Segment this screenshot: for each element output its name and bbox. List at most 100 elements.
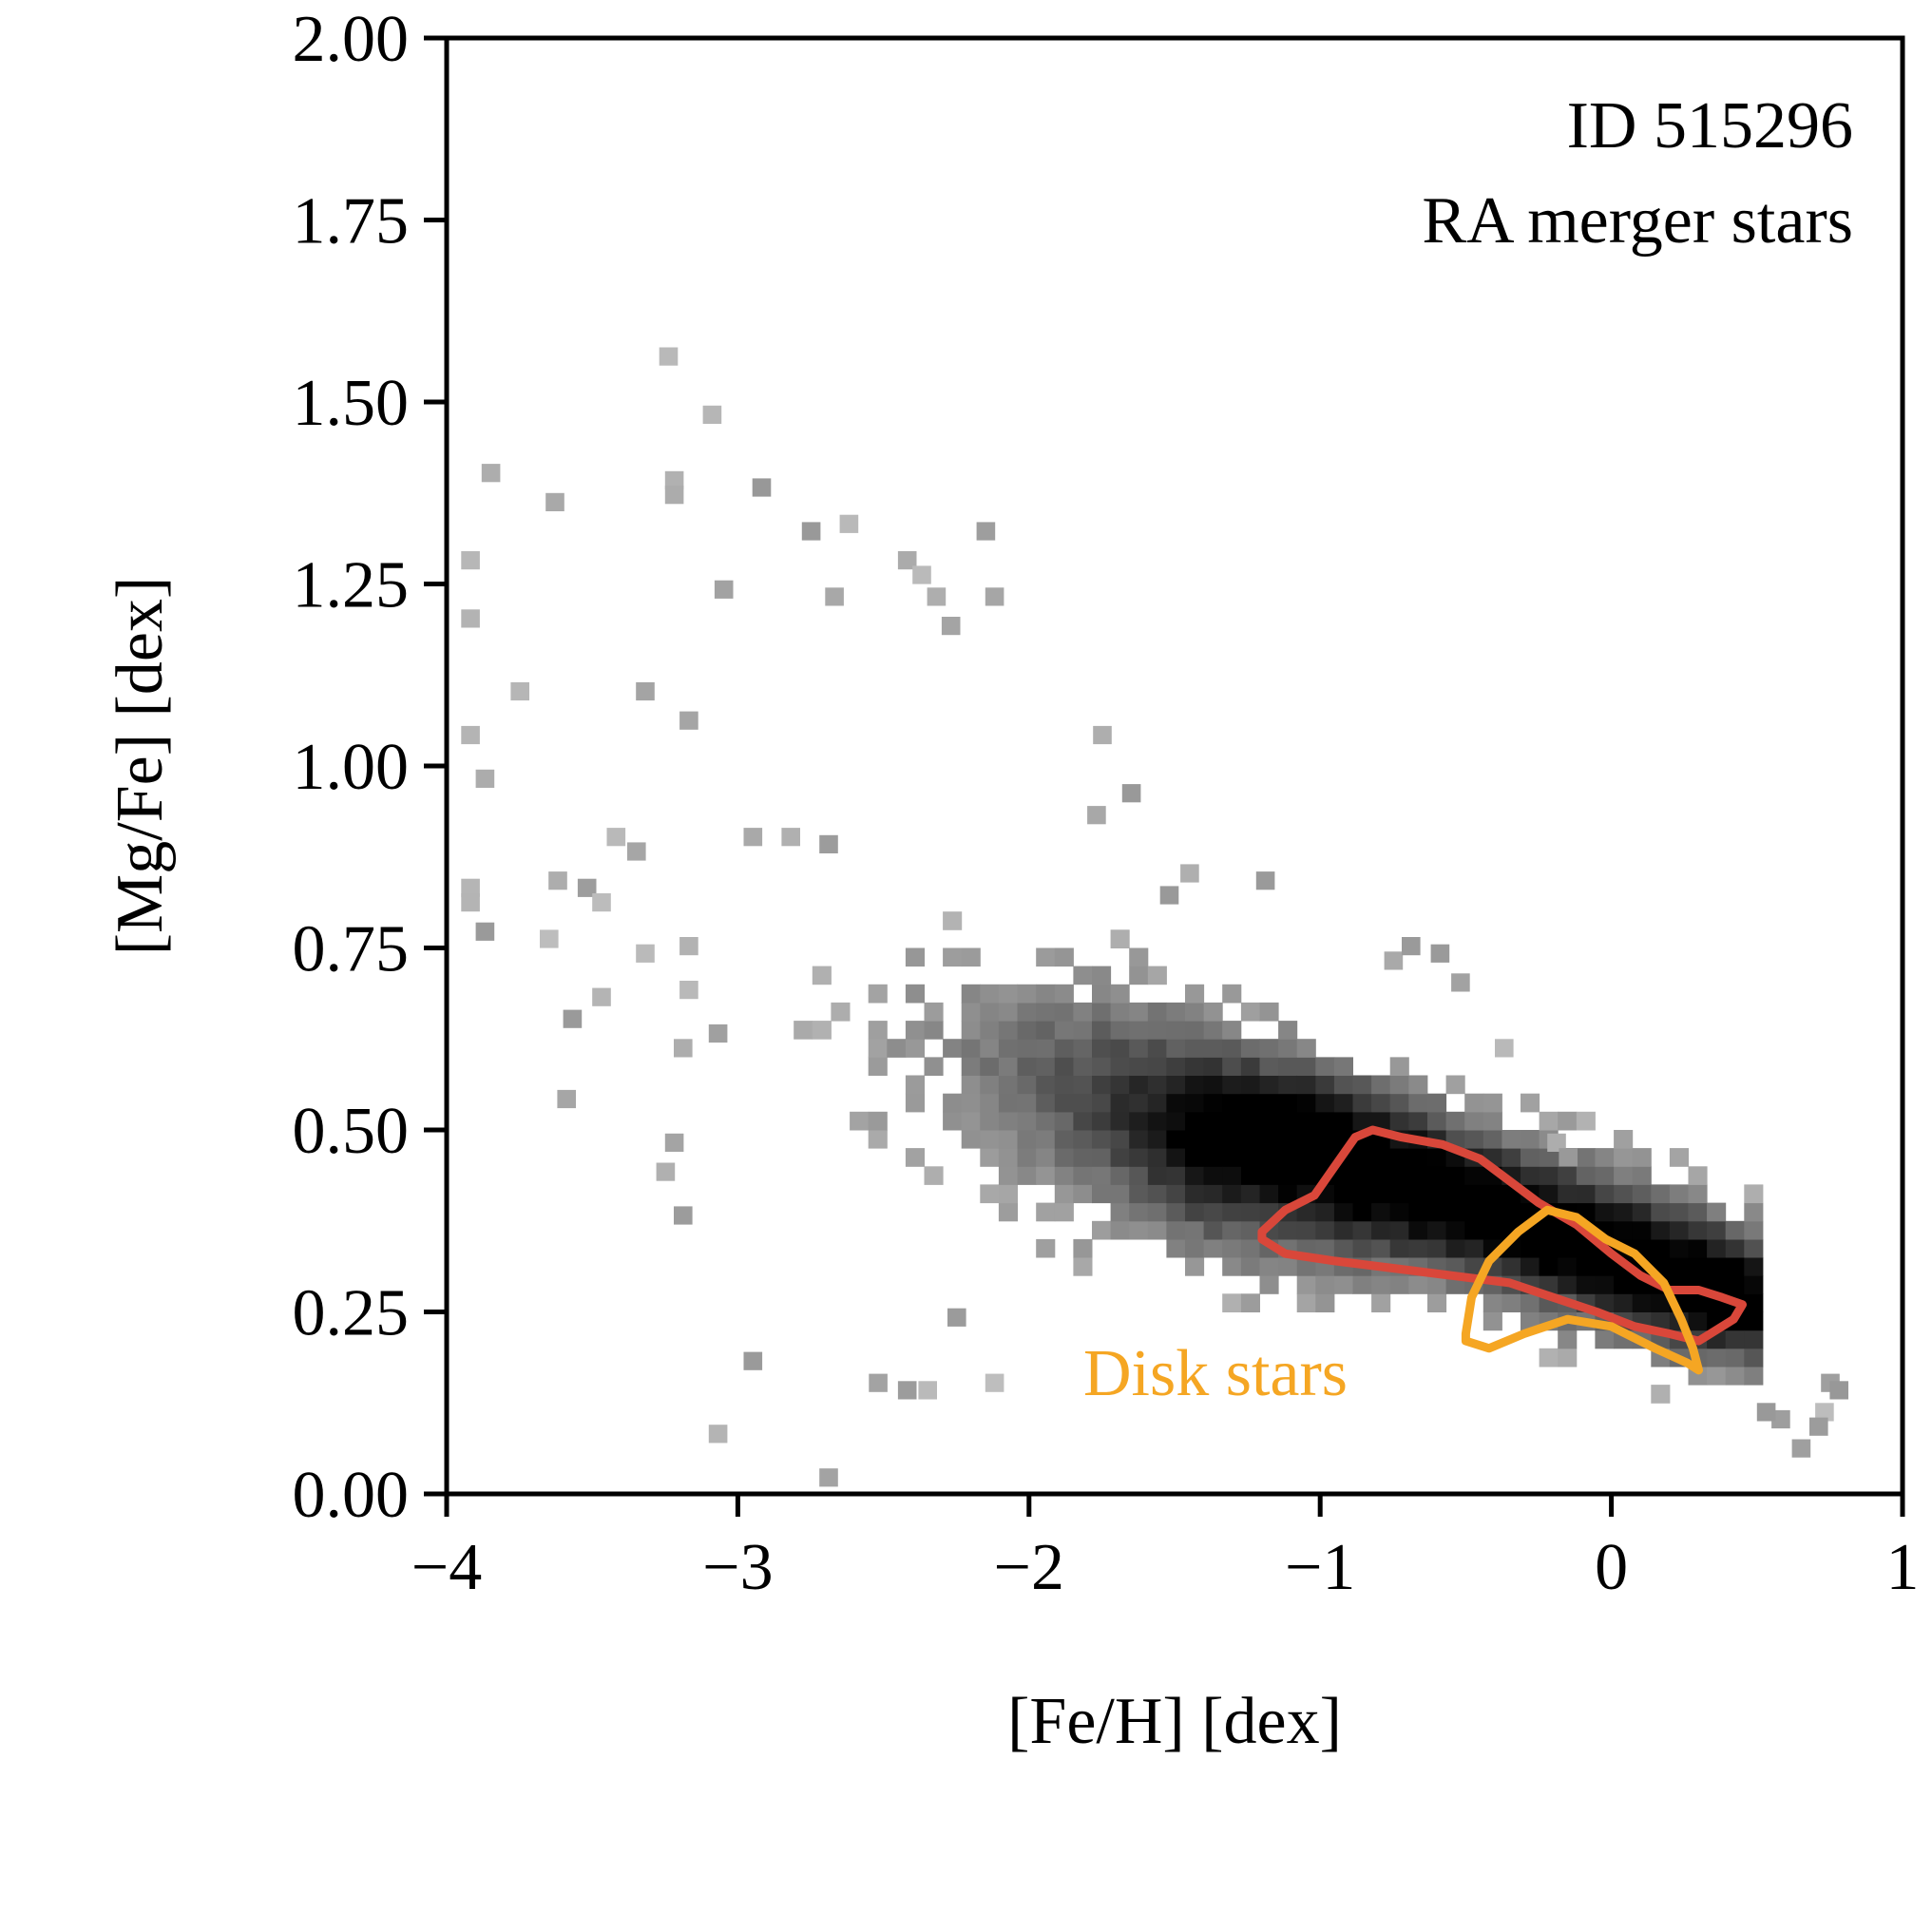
heatmap-outlier-bin [664,1133,684,1152]
heatmap-outlier-bin [679,981,698,1000]
heatmap-bin [1222,1202,1242,1222]
heatmap-bin [1595,1275,1615,1294]
heatmap-bin [1371,1202,1391,1222]
heatmap-outlier-bin [1559,1148,1578,1167]
heatmap-bin [998,1002,1018,1022]
heatmap-bin [1110,1093,1130,1113]
heatmap-bin [1688,1257,1708,1276]
heatmap-bin [1222,1075,1242,1095]
heatmap-bin [998,1202,1018,1222]
heatmap-bin [1614,1148,1634,1167]
heatmap-bin [1389,1202,1409,1222]
heatmap-bin [1296,1293,1316,1312]
heatmap-outlier-bin [897,1381,917,1400]
heatmap-bin [1464,1202,1484,1222]
heatmap-bin [1110,1202,1130,1222]
heatmap-bin [1669,1257,1689,1276]
heatmap-bin [1389,1238,1409,1258]
heatmap-bin [1651,1184,1671,1204]
heatmap-bin [1147,1057,1167,1076]
heatmap-bin [924,1021,944,1040]
heatmap-bin [868,984,888,1004]
heatmap-bin [1371,1293,1391,1312]
heatmap-bin [1296,1166,1316,1185]
heatmap-outlier-bin [1087,806,1106,825]
heatmap-bin [1725,1238,1745,1258]
heatmap-outlier-bin [1180,864,1199,883]
heatmap-bin [905,984,925,1004]
heatmap-bin [998,1021,1018,1040]
heatmap-bin [924,1002,944,1022]
heatmap-bin [1129,1202,1149,1222]
heatmap-bin [1464,1257,1484,1276]
heatmap-bin [1185,1148,1205,1167]
heatmap-bin [1707,1202,1727,1222]
heatmap-bin [1296,1275,1316,1294]
heatmap-bin [1427,1238,1447,1258]
heatmap-bin [1371,1148,1391,1167]
heatmap-bin [943,911,963,930]
heatmap-bin [1558,1257,1578,1276]
heatmap-outlier-bin [1121,784,1141,803]
heatmap-bin [1259,1257,1279,1276]
heatmap-bin [1092,1039,1112,1058]
heatmap-bin [1725,1257,1745,1276]
heatmap-bin [1036,1039,1056,1058]
heatmap-bin [1296,1257,1316,1276]
heatmap-bin [1147,1148,1167,1167]
heatmap-bin [961,1111,981,1131]
heatmap-bin [1408,1184,1428,1204]
heatmap-bin [1408,1220,1428,1240]
heatmap-bin [1315,1238,1335,1258]
heatmap-bin [980,1111,1000,1131]
heatmap-bin [1445,1220,1465,1240]
heatmap-bin [998,1148,1018,1167]
heatmap-bin [1129,1075,1149,1095]
heatmap-bin [1744,1275,1764,1294]
heatmap-outlier-bin [985,587,1004,606]
heatmap-bin [1389,1093,1409,1113]
heatmap-bin [1744,1329,1764,1349]
heatmap-bin [868,1039,888,1058]
heatmap-outlier-bin [1829,1381,1848,1400]
heatmap-outlier-bin [557,1089,576,1109]
heatmap-bin [1017,1111,1037,1131]
heatmap-bin [1147,1002,1167,1022]
heatmap-bin [1092,1111,1112,1131]
heatmap-bin [1408,1075,1428,1095]
heatmap-bin [1352,1220,1372,1240]
y-tick-label: 0.75 [293,913,410,986]
heatmap-bin [1315,1148,1335,1167]
heatmap-bin [1185,1093,1205,1113]
heatmap-bin [1185,1202,1205,1222]
heatmap-bin [1744,1220,1764,1240]
heatmap-bin [1017,1021,1037,1040]
heatmap-bin [1073,1111,1093,1131]
heatmap-bin [1502,1257,1521,1276]
heatmap-outlier-bin [481,464,501,483]
heatmap-outlier-bin [801,522,821,541]
heatmap-bin [812,1021,832,1040]
heatmap-bin [1502,1293,1521,1312]
heatmap-bin [1427,1111,1447,1131]
heatmap-bin [1371,1220,1391,1240]
heatmap-bin [1614,1184,1634,1204]
heatmap-bin [1129,1002,1149,1022]
heatmap-bin [1259,1148,1279,1167]
heatmap-bin [1315,1220,1335,1240]
heatmap-bin [961,1093,981,1113]
heatmap-outlier-bin [656,1162,676,1181]
heatmap-bin [1352,1111,1372,1131]
heatmap-bin [1092,1057,1112,1076]
heatmap-bin [1166,1220,1186,1240]
heatmap-bin [1315,1202,1335,1222]
heatmap-bin [1259,1075,1279,1095]
heatmap-bin [1707,1367,1727,1386]
heatmap-bin [1129,1039,1149,1058]
heatmap-bin [1688,1202,1708,1222]
heatmap-bin [1333,1093,1353,1113]
heatmap-bin [961,1075,981,1095]
heatmap-outlier-bin [839,514,859,533]
heatmap-bin [1166,1002,1186,1022]
heatmap-outlier-bin [674,1206,693,1225]
